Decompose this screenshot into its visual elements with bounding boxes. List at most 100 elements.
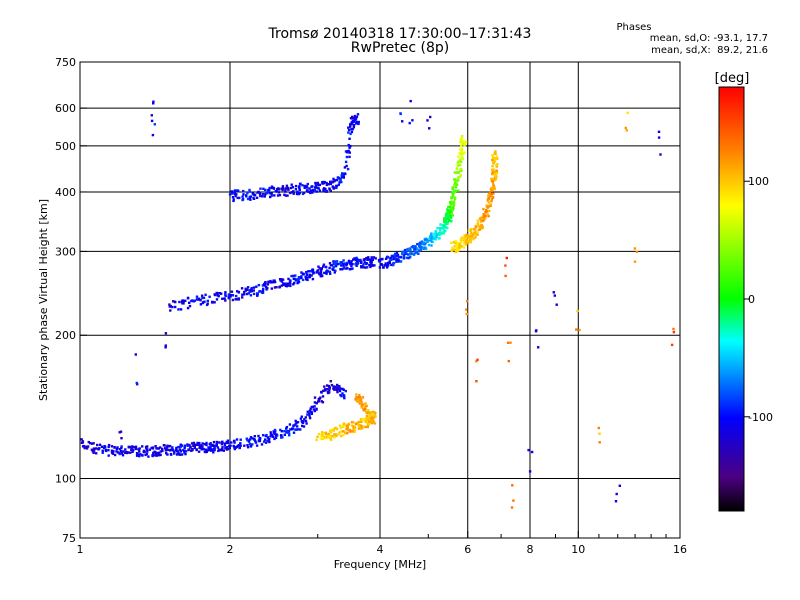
data-point-F1 <box>259 290 262 293</box>
data-point-O <box>291 427 295 430</box>
data-point-O <box>173 452 176 455</box>
data-point-F1 <box>295 278 299 281</box>
data-point-X <box>371 417 374 420</box>
data-point-Es <box>261 193 265 196</box>
data-point-O <box>84 445 88 448</box>
data-point-F1 <box>370 261 373 264</box>
data-point-F2O <box>448 210 451 213</box>
data-point-O <box>268 438 271 441</box>
data-point-O <box>235 438 239 441</box>
data-point-Es <box>298 187 301 190</box>
data-point-F2O <box>417 249 420 253</box>
data-point-Es <box>278 188 281 191</box>
data-point-F2O <box>435 235 438 239</box>
data-point-X <box>324 436 328 440</box>
data-point-O <box>218 448 222 452</box>
data-point-F2X <box>494 150 497 153</box>
data-point-Es <box>340 180 343 184</box>
data-point-noise <box>537 346 540 349</box>
data-point-O <box>299 417 303 420</box>
data-point-F2X <box>455 246 458 250</box>
data-point-F2O <box>452 202 455 206</box>
data-point-F1 <box>297 278 300 281</box>
colorbar <box>718 86 745 512</box>
data-point-O <box>203 450 206 453</box>
data-point-noise <box>624 126 627 130</box>
data-point-F1 <box>264 281 267 284</box>
data-point-F2O <box>401 252 404 255</box>
data-point-O <box>164 447 167 450</box>
data-point-F1 <box>199 303 203 306</box>
data-point-F2X <box>495 155 499 158</box>
data-point-Es <box>343 166 347 169</box>
data-point-O <box>110 451 114 454</box>
data-point-F2O <box>434 233 437 237</box>
data-point-noise <box>429 115 432 119</box>
data-point-O <box>101 451 104 454</box>
data-point-F2O <box>455 167 458 170</box>
data-point-F1 <box>325 272 328 275</box>
data-point-F2O <box>388 260 391 263</box>
data-point-F2O <box>395 260 398 263</box>
data-point-F2X <box>493 179 496 182</box>
data-point-F2X <box>474 229 477 233</box>
data-point-O <box>120 445 123 448</box>
data-point-O <box>272 431 276 434</box>
data-point-O <box>271 435 275 438</box>
data-point-O <box>297 428 300 431</box>
data-point-O <box>274 432 277 435</box>
data-point-O <box>138 450 141 453</box>
data-point-noise <box>618 484 621 487</box>
data-point-F1 <box>269 279 272 283</box>
y-tick-label: 600 <box>55 102 76 115</box>
colorbar-tick-label: 100 <box>748 175 769 188</box>
data-point-X <box>321 431 324 434</box>
data-point-F2X <box>452 248 456 251</box>
data-point-F2X <box>488 191 491 195</box>
data-point-X <box>368 411 371 414</box>
data-point-F2O <box>423 246 427 249</box>
data-point-O <box>155 454 158 457</box>
data-point-O <box>313 405 316 408</box>
data-point-F1 <box>199 299 202 302</box>
data-point-noise <box>118 431 121 434</box>
data-point-F1 <box>322 263 326 266</box>
data-point-O <box>180 453 184 456</box>
data-point-O <box>342 388 345 391</box>
data-point-F2X <box>490 192 494 195</box>
x-tick-label: 1 <box>77 543 84 556</box>
data-point-Es <box>348 151 351 154</box>
data-point-Es <box>290 183 293 186</box>
data-point-F1 <box>168 303 171 306</box>
data-point-O <box>245 437 248 440</box>
data-point-F2X <box>493 151 496 155</box>
data-point-F2X <box>487 194 490 197</box>
data-point-O <box>141 445 144 448</box>
data-point-F2O <box>438 233 441 236</box>
data-point-X <box>357 427 361 430</box>
data-point-F2O <box>445 222 448 225</box>
data-point-O <box>251 437 254 440</box>
data-point-F2X <box>482 214 485 217</box>
data-point-F2O <box>449 208 452 211</box>
data-point-F1 <box>310 274 313 277</box>
data-point-F2X <box>474 225 477 228</box>
data-point-O <box>107 443 111 447</box>
data-point-F2O <box>420 240 424 243</box>
data-point-F1 <box>350 264 353 268</box>
data-point-O <box>127 446 131 449</box>
data-point-F2O <box>402 254 406 258</box>
data-point-F2O <box>460 151 463 155</box>
data-point-O <box>100 445 104 448</box>
data-point-noise <box>134 353 137 356</box>
data-point-O <box>299 428 302 431</box>
data-point-F1 <box>369 260 372 263</box>
data-point-F2O <box>413 247 417 251</box>
data-point-O <box>336 383 339 387</box>
data-point-F2O <box>385 266 389 269</box>
data-point-Es <box>350 130 354 134</box>
data-point-O <box>223 444 227 447</box>
data-point-O <box>279 434 283 437</box>
data-point-Es <box>352 126 355 129</box>
data-point-noise <box>136 383 139 386</box>
